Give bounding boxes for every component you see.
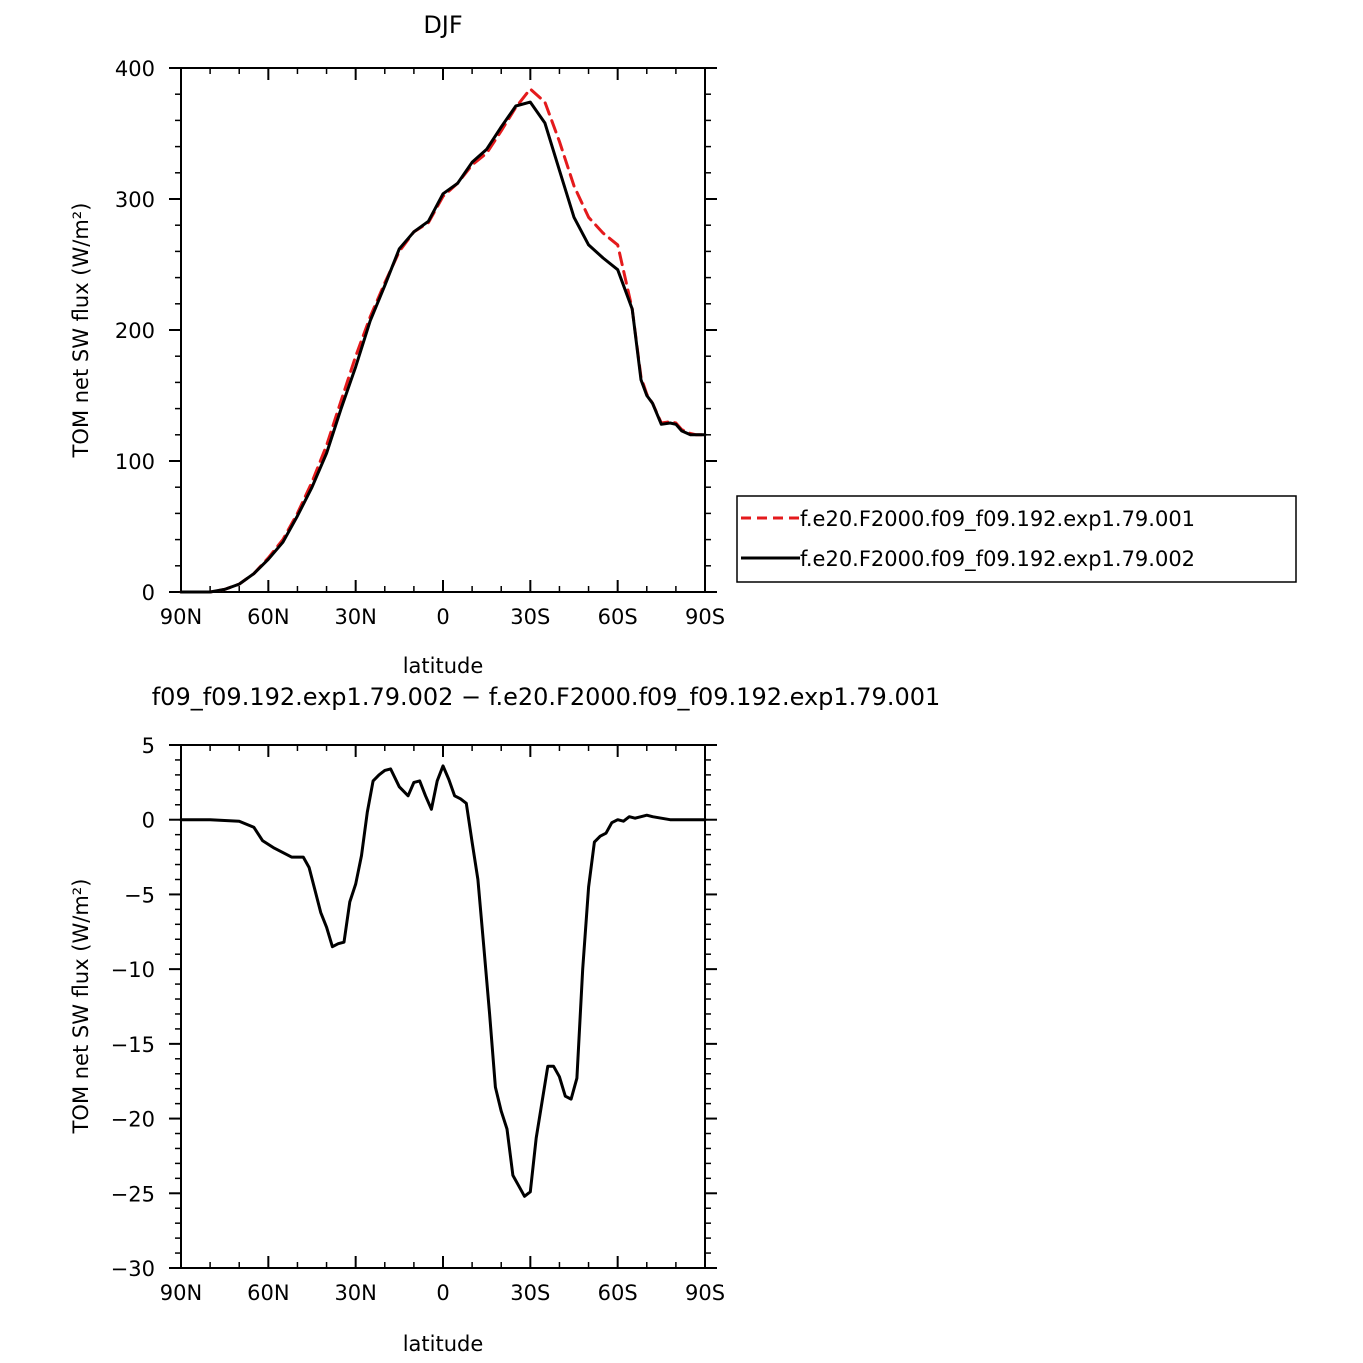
top-plot-y-axis-label: TOM net SW flux (W/m²) bbox=[69, 203, 93, 459]
top-plot-x-tick-label: 30S bbox=[510, 605, 550, 629]
bottom-plot-x-tick-label: 90S bbox=[685, 1281, 725, 1305]
top-plot-y-tick-label: 0 bbox=[142, 581, 155, 605]
top-plot-x-axis-label: latitude bbox=[403, 654, 484, 678]
bottom-plot-y-tick-label: 0 bbox=[142, 809, 155, 833]
legend: f.e20.F2000.f09_f09.192.exp1.79.001 f.e2… bbox=[736, 495, 1297, 583]
bottom-plot-x-tick-label: 30N bbox=[334, 1281, 376, 1305]
top-plot-x-tick-label: 60S bbox=[598, 605, 638, 629]
bottom-plot: 90N 60N 30N 0 30S 60S 90S 5 0 −5 −10 −15 −20 −25 −30 bbox=[111, 734, 725, 1305]
bottom-plot-title: f09_f09.192.exp1.79.002 − f.e20.F2000.f0… bbox=[152, 683, 941, 711]
bottom-plot-y-tick-label: −5 bbox=[124, 883, 155, 907]
top-plot-x-tick-label: 90N bbox=[160, 605, 202, 629]
bottom-plot-x-tick-label: 90N bbox=[160, 1281, 202, 1305]
top-plot-x-tick-label: 60N bbox=[247, 605, 289, 629]
top-plot-title: DJF bbox=[423, 11, 462, 39]
legend-box bbox=[736, 495, 1297, 583]
top-plot-y-tick-label: 300 bbox=[115, 188, 155, 212]
top-plot-series-line-1 bbox=[179, 87, 707, 594]
top-plot-frame bbox=[180, 67, 706, 593]
bottom-plot-y-tick-label: 5 bbox=[142, 734, 155, 758]
bottom-plot-y-axis-label: TOM net SW flux (W/m²) bbox=[69, 879, 93, 1135]
top-plot-x-tick-label: 30N bbox=[334, 605, 376, 629]
bottom-plot-series-line-1 bbox=[179, 764, 707, 1198]
bottom-plot-x-tick-label: 0 bbox=[436, 1281, 449, 1305]
bottom-plot-frame bbox=[180, 744, 706, 1269]
bottom-plot-y-tick-label: −30 bbox=[111, 1257, 155, 1281]
bottom-plot-x-tick-label: 30S bbox=[510, 1281, 550, 1305]
bottom-plot-y-tick-label: −20 bbox=[111, 1108, 155, 1132]
bottom-plot-y-tick-label: −15 bbox=[111, 1033, 155, 1057]
bottom-plot-x-tick-label: 60N bbox=[247, 1281, 289, 1305]
bottom-plot-x-tick-label: 60S bbox=[598, 1281, 638, 1305]
top-plot-x-tick-label: 90S bbox=[685, 605, 725, 629]
top-plot-x-tick-label: 0 bbox=[436, 605, 449, 629]
top-plot-y-tick-label: 100 bbox=[115, 450, 155, 474]
bottom-plot-y-tick-label: −25 bbox=[111, 1182, 155, 1206]
bottom-plot-x-axis-label: latitude bbox=[403, 1332, 484, 1356]
top-plot-y-tick-label: 200 bbox=[115, 319, 155, 343]
bottom-plot-y-tick-label: −10 bbox=[111, 958, 155, 982]
top-plot: 90N 60N 30N 0 30S 60S 90S 0 100 200 300 400 bbox=[115, 57, 725, 629]
top-plot-series-line-2 bbox=[179, 100, 707, 594]
legend-label-series-1: f.e20.F2000.f09_f09.192.exp1.79.001 bbox=[800, 507, 1195, 532]
top-plot-y-tick-label: 400 bbox=[115, 57, 155, 81]
legend-label-series-2: f.e20.F2000.f09_f09.192.exp1.79.002 bbox=[800, 547, 1195, 572]
